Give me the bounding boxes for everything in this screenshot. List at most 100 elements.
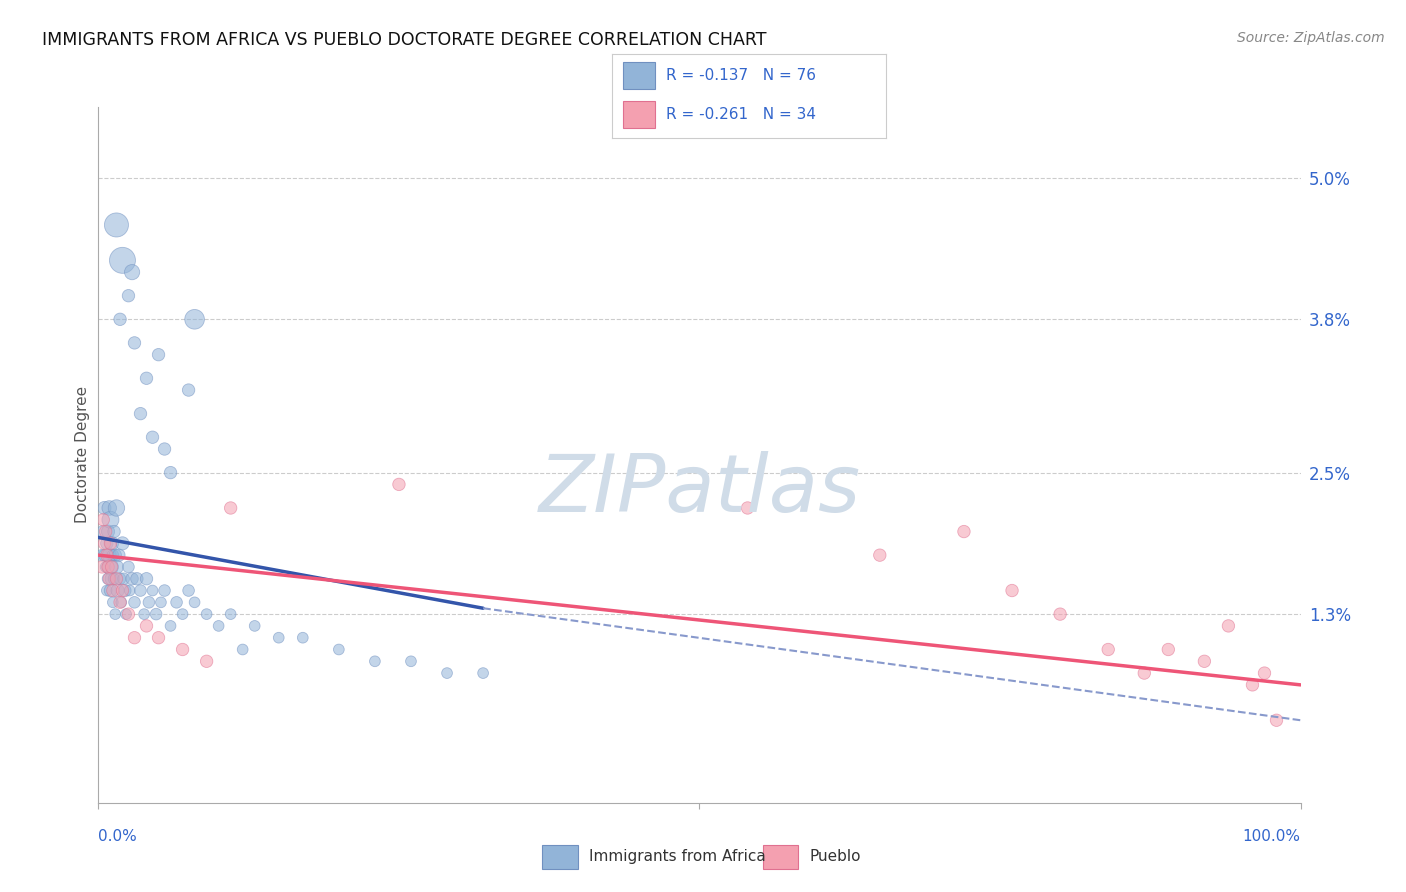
Point <box>328 642 350 657</box>
Point <box>124 631 146 645</box>
Point <box>115 607 138 621</box>
Point <box>112 572 135 586</box>
Point <box>953 524 976 539</box>
Point <box>1253 666 1275 681</box>
Point <box>159 619 181 633</box>
Point <box>1049 607 1071 621</box>
Point <box>91 524 114 539</box>
Point <box>101 583 124 598</box>
Point <box>97 524 120 539</box>
Point <box>108 595 131 609</box>
Point <box>1097 642 1119 657</box>
Point <box>399 654 422 668</box>
Point <box>93 536 115 550</box>
Point <box>98 548 121 562</box>
Point <box>105 500 128 515</box>
Point <box>1157 642 1180 657</box>
Point <box>97 560 120 574</box>
Y-axis label: Doctorate Degree: Doctorate Degree <box>75 386 90 524</box>
Point <box>1194 654 1216 668</box>
Point <box>129 407 152 421</box>
Point <box>100 513 122 527</box>
Bar <box>623 62 655 89</box>
Point <box>121 265 143 279</box>
Point <box>243 619 266 633</box>
Point <box>103 524 125 539</box>
Point <box>195 607 218 621</box>
Point <box>103 572 125 586</box>
Point <box>111 253 134 268</box>
Point <box>737 500 759 515</box>
Bar <box>543 845 578 869</box>
Point <box>98 500 121 515</box>
Point <box>153 583 176 598</box>
Point <box>1133 666 1156 681</box>
Point <box>124 595 146 609</box>
Point <box>388 477 411 491</box>
Text: R = -0.261   N = 34: R = -0.261 N = 34 <box>666 107 817 122</box>
Point <box>91 513 114 527</box>
Point <box>117 607 139 621</box>
Point <box>96 536 118 550</box>
Point <box>135 619 157 633</box>
Text: 0.0%: 0.0% <box>98 830 138 844</box>
Text: ZIPatlas: ZIPatlas <box>538 450 860 529</box>
Point <box>135 371 157 385</box>
Point <box>177 383 200 397</box>
Point <box>148 348 170 362</box>
Point <box>105 572 128 586</box>
Point <box>1265 713 1288 727</box>
Point <box>93 500 115 515</box>
Point <box>114 583 136 598</box>
Point <box>96 548 118 562</box>
Point <box>149 595 172 609</box>
Point <box>104 548 127 562</box>
Text: R = -0.137   N = 76: R = -0.137 N = 76 <box>666 68 817 83</box>
Point <box>101 595 124 609</box>
Bar <box>762 845 799 869</box>
Point <box>172 642 194 657</box>
Point <box>104 607 127 621</box>
Point <box>183 312 205 326</box>
Point <box>219 500 242 515</box>
Text: 100.0%: 100.0% <box>1243 830 1301 844</box>
Point <box>364 654 387 668</box>
Point <box>111 583 134 598</box>
Point <box>100 572 122 586</box>
Point <box>108 548 131 562</box>
Point <box>141 430 163 444</box>
Point <box>98 572 121 586</box>
Point <box>118 583 141 598</box>
Point <box>138 595 160 609</box>
Point <box>121 572 143 586</box>
Point <box>100 560 122 574</box>
Point <box>1001 583 1024 598</box>
Point <box>101 548 124 562</box>
Point <box>869 548 891 562</box>
Point <box>111 536 134 550</box>
Point <box>1241 678 1264 692</box>
Point <box>125 572 148 586</box>
Point <box>132 607 155 621</box>
Point <box>219 607 242 621</box>
Point <box>107 583 129 598</box>
Text: Source: ZipAtlas.com: Source: ZipAtlas.com <box>1237 31 1385 45</box>
Point <box>105 218 128 232</box>
Point <box>153 442 176 456</box>
Point <box>94 524 117 539</box>
Point <box>1218 619 1240 633</box>
Point <box>105 560 128 574</box>
Point <box>177 583 200 598</box>
Point <box>100 560 122 574</box>
Point <box>97 572 120 586</box>
Point <box>100 536 122 550</box>
Point <box>159 466 181 480</box>
Point <box>172 607 194 621</box>
Point <box>100 536 122 550</box>
Point <box>166 595 188 609</box>
Bar <box>623 101 655 128</box>
Text: Immigrants from Africa: Immigrants from Africa <box>589 849 766 864</box>
Point <box>145 607 167 621</box>
Point <box>208 619 231 633</box>
Point <box>117 560 139 574</box>
